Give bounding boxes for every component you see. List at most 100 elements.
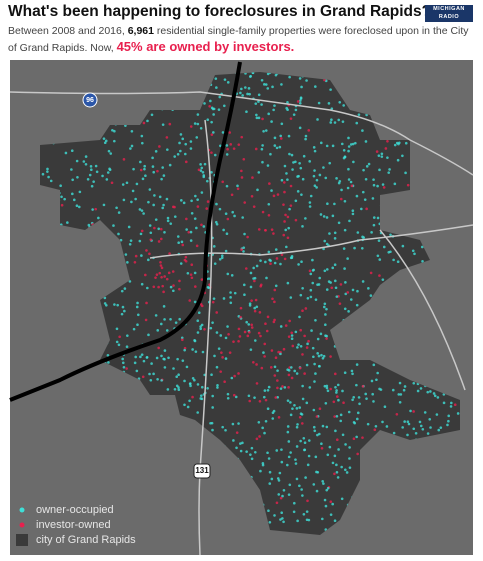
dot xyxy=(175,375,178,378)
dot xyxy=(248,394,251,397)
dot xyxy=(146,356,149,359)
dot xyxy=(346,257,349,260)
dot xyxy=(324,177,327,180)
dot xyxy=(373,184,376,187)
dot xyxy=(234,292,237,295)
dot xyxy=(227,81,230,84)
dot xyxy=(335,177,338,180)
dot xyxy=(183,202,186,205)
dot xyxy=(401,426,404,429)
dot xyxy=(330,118,333,121)
dot xyxy=(301,353,304,356)
dot xyxy=(245,321,248,324)
dot xyxy=(309,273,312,276)
dot xyxy=(413,253,416,256)
dot xyxy=(101,175,104,178)
dot xyxy=(201,191,204,194)
dot xyxy=(299,102,302,105)
dot xyxy=(250,299,253,302)
dot xyxy=(356,304,359,307)
dot xyxy=(262,351,265,354)
dot xyxy=(323,306,326,309)
dot xyxy=(285,324,288,327)
dot xyxy=(184,153,187,156)
dot xyxy=(239,335,242,338)
dot xyxy=(229,296,232,299)
dot xyxy=(204,163,207,166)
dot xyxy=(128,226,131,229)
dot xyxy=(267,113,270,116)
dot xyxy=(259,400,262,403)
dot xyxy=(297,100,300,103)
dot xyxy=(320,442,323,445)
dot xyxy=(175,321,178,324)
dot xyxy=(446,424,449,427)
dot xyxy=(334,519,337,522)
dot xyxy=(334,121,337,124)
dot xyxy=(404,172,407,175)
dot xyxy=(160,238,163,241)
dot xyxy=(325,335,328,338)
dot xyxy=(324,302,327,305)
dot xyxy=(347,137,350,140)
dot xyxy=(326,145,329,148)
dot xyxy=(203,328,206,331)
dot xyxy=(182,359,185,362)
dot xyxy=(450,402,453,405)
legend-label: owner-occupied xyxy=(36,504,114,516)
dot xyxy=(371,393,374,396)
dot xyxy=(298,484,301,487)
dot xyxy=(296,346,299,349)
dot xyxy=(169,318,172,321)
dot xyxy=(91,208,94,211)
dot xyxy=(315,456,318,459)
dot xyxy=(210,327,213,330)
dot xyxy=(224,429,227,432)
dot xyxy=(271,349,274,352)
dot xyxy=(372,178,375,181)
dot xyxy=(90,168,93,171)
dot xyxy=(212,131,215,134)
dot xyxy=(386,140,389,143)
dot xyxy=(216,384,219,387)
dot xyxy=(187,272,190,275)
dot xyxy=(260,103,263,106)
dot xyxy=(389,233,392,236)
dot xyxy=(198,168,201,171)
dot xyxy=(250,323,253,326)
dot xyxy=(364,198,367,201)
dot xyxy=(139,240,142,243)
dot xyxy=(457,412,460,415)
dot xyxy=(242,158,245,161)
dot xyxy=(85,155,88,158)
dot xyxy=(190,147,193,150)
dot xyxy=(123,366,126,369)
dot xyxy=(265,83,268,86)
dot xyxy=(331,503,334,506)
dot xyxy=(237,340,240,343)
dot xyxy=(336,295,339,298)
dot xyxy=(161,207,164,210)
dot xyxy=(429,426,432,429)
dot xyxy=(251,326,254,329)
dot xyxy=(266,451,269,454)
dot xyxy=(161,267,164,270)
dot xyxy=(352,289,355,292)
dot xyxy=(282,203,285,206)
dot xyxy=(302,437,305,440)
dot xyxy=(46,168,49,171)
dot xyxy=(322,425,325,428)
dot xyxy=(346,291,349,294)
dot xyxy=(329,355,332,358)
dot xyxy=(348,446,351,449)
dot xyxy=(178,288,181,291)
dot xyxy=(387,171,390,174)
dot xyxy=(187,231,190,234)
dot xyxy=(185,161,188,164)
dot xyxy=(191,396,194,399)
dot xyxy=(233,375,236,378)
dot xyxy=(325,308,328,311)
dot xyxy=(365,397,368,400)
dot xyxy=(103,137,106,140)
